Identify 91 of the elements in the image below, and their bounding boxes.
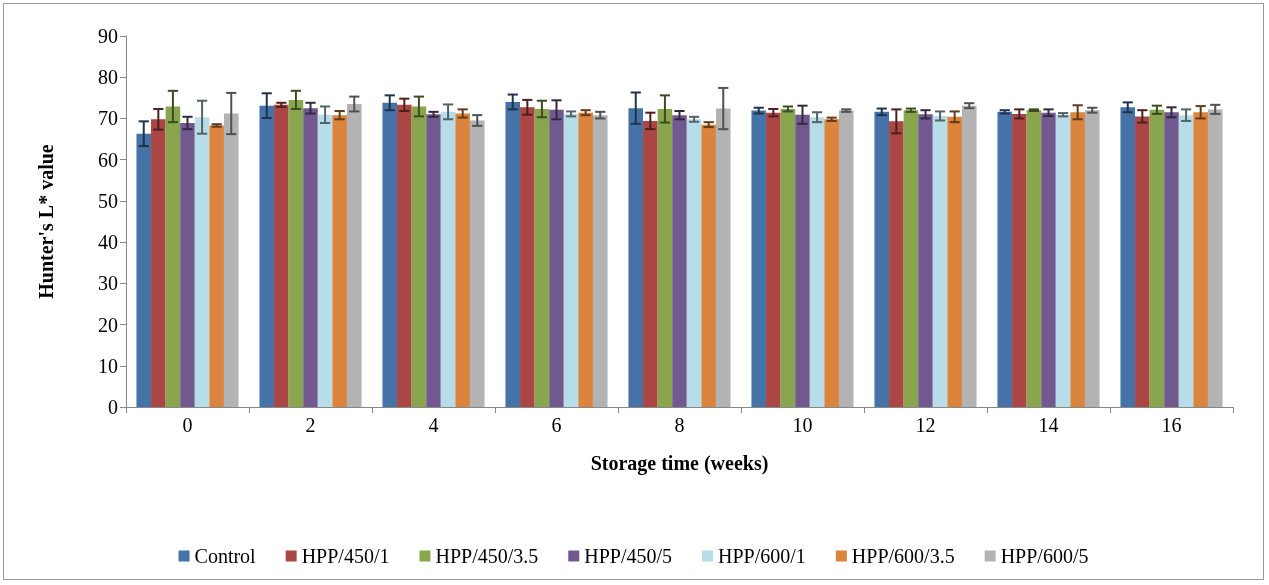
bar: [136, 133, 152, 407]
x-tick-label: 12: [915, 414, 936, 436]
bar: [1026, 110, 1042, 407]
x-tick-label: 2: [305, 414, 316, 436]
y-tick-label: 50: [98, 189, 118, 212]
bar: [824, 119, 839, 407]
bar: [1012, 113, 1027, 407]
legend-label: HPP/600/3.5: [851, 545, 955, 567]
x-tick-label: 6: [551, 414, 562, 436]
bar: [455, 113, 470, 407]
bar: [643, 120, 658, 407]
bar: [578, 112, 593, 407]
x-axis-title: Storage time (weeks): [590, 452, 769, 475]
bar: [889, 121, 904, 407]
y-tick-label: 0: [108, 396, 118, 418]
bar: [874, 111, 890, 407]
bar: [411, 106, 427, 407]
bar: [1070, 112, 1085, 407]
bar: [686, 119, 702, 407]
bar: [903, 110, 919, 407]
bar: [1084, 110, 1100, 407]
bar: [346, 104, 362, 407]
bar: [382, 102, 398, 407]
legend-label: HPP/450/3.5: [435, 545, 539, 567]
y-axis-title: Hunter's L* value: [35, 144, 57, 299]
legend-label: Control: [194, 545, 257, 567]
bar: [780, 108, 796, 407]
y-tick-label: 40: [98, 231, 118, 254]
x-tick-label: 16: [1161, 414, 1182, 436]
bar: [165, 106, 181, 407]
bar: [701, 124, 716, 407]
bar: [997, 111, 1013, 407]
y-tick-label: 30: [98, 272, 118, 295]
bar: [259, 105, 275, 407]
x-tick-label: 8: [674, 414, 685, 436]
bar: [918, 114, 933, 407]
bar: [426, 114, 441, 407]
bar: [505, 101, 521, 407]
bar: [520, 107, 535, 407]
bar: [180, 122, 195, 407]
bar: [303, 108, 318, 407]
bar: [397, 104, 412, 407]
bar: [469, 120, 485, 407]
bar: [672, 115, 687, 407]
x-tick-label: 10: [792, 414, 813, 436]
bar: [1193, 112, 1208, 407]
bar: [947, 116, 962, 407]
bar: [151, 119, 166, 407]
legend-label: HPP/450/1: [301, 545, 390, 567]
bar: [932, 115, 948, 407]
bar: [440, 111, 456, 407]
bar: [1120, 107, 1136, 407]
y-tick-label: 20: [98, 313, 118, 336]
bar: [549, 109, 564, 407]
legend-label: HPP/600/1: [718, 545, 806, 567]
bar: [534, 108, 550, 407]
bar: [628, 108, 644, 407]
bar: [961, 105, 977, 407]
y-tick-label: 60: [98, 148, 118, 171]
bar: [715, 108, 731, 407]
bar: [1041, 112, 1056, 407]
bar: [332, 115, 347, 407]
legend-label: HPP/600/5: [1000, 545, 1089, 567]
bar: [223, 113, 239, 407]
y-tick-label: 70: [98, 107, 118, 130]
y-tick-label: 10: [98, 354, 118, 377]
bar: [274, 104, 289, 407]
x-tick-label: 14: [1038, 414, 1059, 436]
bar: [1149, 109, 1165, 407]
bar: [751, 110, 767, 407]
bar: [209, 125, 224, 407]
bar: [563, 113, 579, 407]
bar: [1207, 109, 1223, 407]
bar: [838, 110, 854, 407]
bar: [1055, 114, 1071, 407]
y-tick-label: 80: [98, 66, 118, 89]
bar: [809, 117, 825, 407]
bar: [288, 99, 304, 407]
bar: [1135, 116, 1150, 407]
x-tick-label: 4: [428, 414, 439, 436]
x-tick-label: 0: [182, 414, 193, 436]
legend-label: HPP/450/5: [584, 545, 673, 567]
bar: [1178, 115, 1194, 407]
bar: [795, 114, 810, 407]
bar: [317, 114, 333, 407]
bar: [592, 115, 608, 407]
y-tick-label: 90: [98, 25, 118, 47]
bar: [766, 112, 781, 407]
bar: [1164, 112, 1179, 407]
bar: [657, 108, 673, 407]
bar: [194, 117, 210, 407]
